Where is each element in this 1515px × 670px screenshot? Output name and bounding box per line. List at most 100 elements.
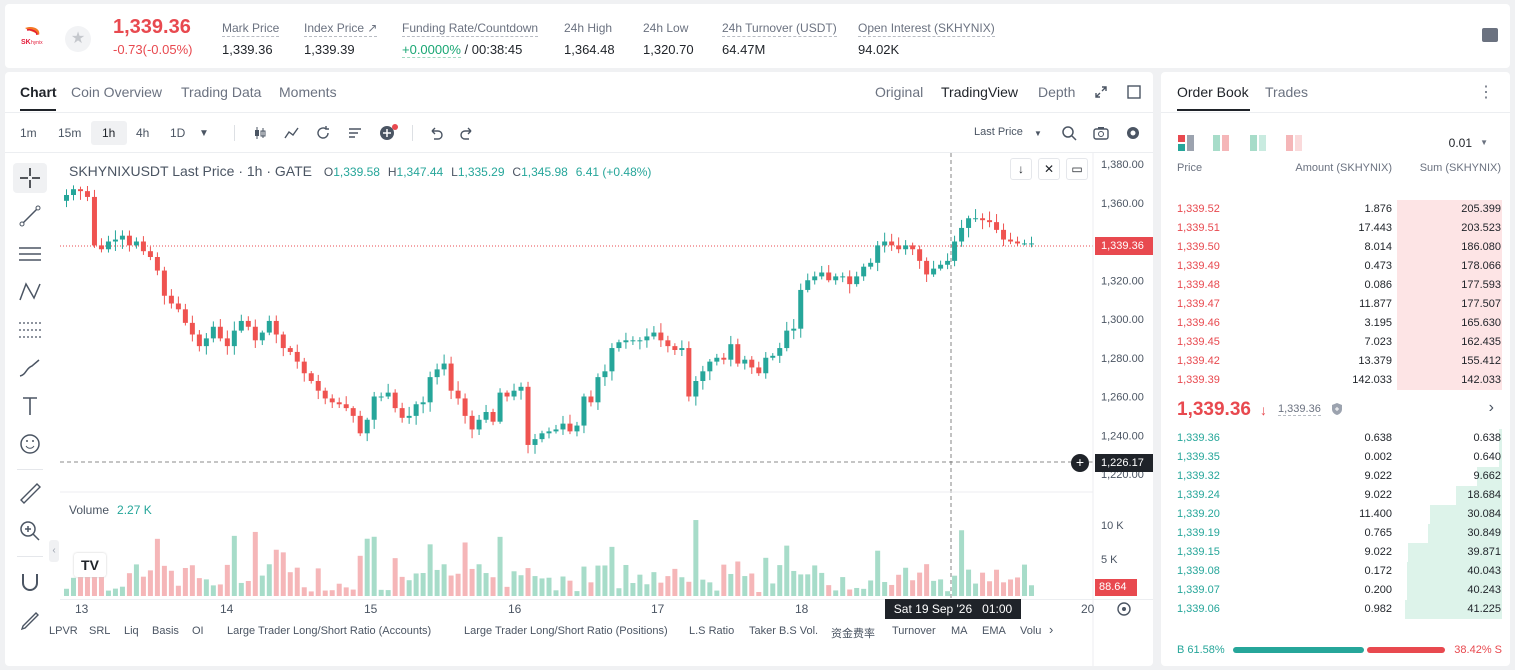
bid-row[interactable]: 1,339.36 0.638 0.638 bbox=[1161, 429, 1510, 448]
ask-row[interactable]: 1,339.45 7.023 162.435 bbox=[1161, 333, 1510, 352]
precision-select[interactable]: 0.01 bbox=[1448, 136, 1472, 150]
ind-srl[interactable]: SRL bbox=[89, 625, 111, 637]
more-icon[interactable]: ⋮ bbox=[1478, 84, 1494, 101]
candles-icon[interactable] bbox=[253, 125, 269, 141]
chevron-right-icon[interactable]: › bbox=[1049, 622, 1054, 637]
view-asks-icon[interactable] bbox=[1250, 135, 1268, 151]
replay-icon[interactable] bbox=[315, 125, 331, 141]
ask-row[interactable]: 1,339.47 11.877 177.507 bbox=[1161, 295, 1510, 314]
ask-row[interactable]: 1,339.42 13.379 155.412 bbox=[1161, 352, 1510, 371]
bid-row[interactable]: 1,339.19 0.765 30.849 bbox=[1161, 524, 1510, 543]
book-icon[interactable] bbox=[1482, 28, 1498, 42]
ind-lpvr[interactable]: LPVR bbox=[49, 625, 78, 637]
chevron-down-icon[interactable]: ▼ bbox=[199, 128, 209, 139]
emoji-icon[interactable] bbox=[13, 429, 47, 459]
view-depth[interactable]: Depth bbox=[1038, 84, 1076, 100]
ask-row[interactable]: 1,339.49 0.473 178.066 bbox=[1161, 257, 1510, 276]
gear-icon[interactable] bbox=[1125, 125, 1141, 141]
scroll-down-icon[interactable]: ↓ bbox=[1010, 158, 1032, 180]
horizontal-lines-icon[interactable] bbox=[13, 239, 47, 269]
ind-taker-vol[interactable]: Taker B.S Vol. bbox=[749, 625, 819, 637]
ask-row[interactable]: 1,339.39 142.033 142.033 bbox=[1161, 371, 1510, 390]
redo-icon[interactable] bbox=[459, 125, 475, 141]
bid-row[interactable]: 1,339.08 0.172 40.043 bbox=[1161, 562, 1510, 581]
ind-basis[interactable]: Basis bbox=[152, 625, 179, 637]
indicators-icon[interactable] bbox=[284, 125, 300, 141]
collapse-toolbar-button[interactable]: ‹ bbox=[49, 540, 59, 562]
ind-ls-positions[interactable]: Large Trader Long/Short Ratio (Positions… bbox=[464, 625, 668, 637]
tf-4h[interactable]: 4h bbox=[136, 126, 150, 140]
mark-price[interactable]: 1,339.36 bbox=[1278, 403, 1321, 416]
candle-body bbox=[462, 398, 468, 416]
ask-row[interactable]: 1,339.52 1.876 205.399 bbox=[1161, 200, 1510, 219]
bid-row[interactable]: 1,339.06 0.982 41.225 bbox=[1161, 600, 1510, 619]
ind-ls-accounts[interactable]: Large Trader Long/Short Ratio (Accounts) bbox=[227, 625, 432, 637]
candle-body bbox=[777, 348, 783, 356]
candlestick-chart[interactable]: 1,380.001,360.001,340.001,320.001,300.00… bbox=[5, 72, 1153, 666]
text-tool-icon[interactable] bbox=[13, 391, 47, 421]
ask-row[interactable]: 1,339.51 17.443 203.523 bbox=[1161, 219, 1510, 238]
templates-icon[interactable] bbox=[347, 125, 363, 141]
ask-row[interactable]: 1,339.46 3.195 165.630 bbox=[1161, 314, 1510, 333]
depth-bar bbox=[1397, 371, 1502, 390]
volume-bar bbox=[819, 572, 825, 596]
crosshair-tool-icon[interactable] bbox=[13, 163, 47, 193]
price-source-select[interactable]: Last Price bbox=[974, 126, 1023, 138]
view-tradingview[interactable]: TradingView bbox=[941, 84, 1019, 100]
chevron-down-icon[interactable]: ▼ bbox=[1480, 138, 1488, 147]
tf-15m[interactable]: 15m bbox=[58, 126, 82, 140]
magnet-icon[interactable] bbox=[13, 568, 47, 598]
brush-icon[interactable] bbox=[13, 353, 47, 383]
tf-1d[interactable]: 1D bbox=[170, 126, 186, 140]
ind-volume[interactable]: Volu bbox=[1020, 625, 1042, 637]
favorite-star-icon[interactable]: ★ bbox=[65, 26, 91, 52]
volume-bar bbox=[175, 585, 181, 596]
bid-row[interactable]: 1,339.24 9.022 18.684 bbox=[1161, 486, 1510, 505]
ind-ema[interactable]: EMA bbox=[982, 625, 1006, 637]
bid-row[interactable]: 1,339.15 9.022 39.871 bbox=[1161, 543, 1510, 562]
undo-icon[interactable] bbox=[428, 125, 444, 141]
axis-settings-icon[interactable] bbox=[1116, 601, 1132, 617]
chevron-down-icon[interactable]: ▼ bbox=[1034, 129, 1042, 138]
tab-moments[interactable]: Moments bbox=[279, 84, 337, 100]
expand-icon[interactable] bbox=[1094, 85, 1108, 99]
tab-chart[interactable]: Chart bbox=[20, 84, 57, 100]
tf-1h[interactable]: 1h bbox=[102, 126, 116, 140]
pencil-icon[interactable] bbox=[13, 606, 47, 636]
tradingview-logo[interactable]: TV bbox=[74, 553, 106, 577]
ask-row[interactable]: 1,339.48 0.086 177.593 bbox=[1161, 276, 1510, 295]
window-icon[interactable] bbox=[1127, 85, 1141, 99]
camera-icon[interactable] bbox=[1093, 125, 1109, 141]
zoom-in-icon[interactable] bbox=[13, 516, 47, 546]
ind-ma[interactable]: MA bbox=[951, 625, 968, 637]
maximize-icon[interactable]: ▭ bbox=[1066, 158, 1088, 180]
view-bids-icon[interactable] bbox=[1213, 135, 1231, 151]
ind-ls-ratio[interactable]: L.S Ratio bbox=[689, 625, 735, 637]
pattern-icon[interactable] bbox=[13, 277, 47, 307]
tab-order-book[interactable]: Order Book bbox=[1177, 84, 1249, 100]
bid-row[interactable]: 1,339.07 0.200 40.243 bbox=[1161, 581, 1510, 600]
ind-oi[interactable]: OI bbox=[192, 625, 204, 637]
view-sells-icon[interactable] bbox=[1286, 135, 1304, 151]
bid-row[interactable]: 1,339.20 11.400 30.084 bbox=[1161, 505, 1510, 524]
ind-funding-rate[interactable]: 资金费率 bbox=[831, 628, 875, 640]
tf-1m[interactable]: 1m bbox=[20, 126, 37, 140]
trend-line-icon[interactable] bbox=[13, 201, 47, 231]
candle-body bbox=[973, 218, 979, 220]
ask-row[interactable]: 1,339.50 8.014 186.080 bbox=[1161, 238, 1510, 257]
bid-row[interactable]: 1,339.32 9.022 9.662 bbox=[1161, 467, 1510, 486]
add-indicator-icon[interactable] bbox=[379, 124, 399, 142]
view-original[interactable]: Original bbox=[875, 84, 924, 100]
view-both-icon[interactable] bbox=[1178, 135, 1196, 151]
ruler-icon[interactable] bbox=[13, 478, 47, 508]
tab-trading-data[interactable]: Trading Data bbox=[181, 84, 262, 100]
search-icon[interactable] bbox=[1061, 125, 1077, 141]
chevron-right-icon[interactable]: › bbox=[1488, 399, 1494, 416]
collapse-icon[interactable]: ✕ bbox=[1038, 158, 1060, 180]
ind-turnover[interactable]: Turnover bbox=[892, 625, 936, 637]
add-alert-icon[interactable]: + bbox=[1071, 454, 1089, 472]
ind-liq[interactable]: Liq bbox=[124, 625, 139, 637]
tab-coin-overview[interactable]: Coin Overview bbox=[71, 84, 163, 100]
bid-row[interactable]: 1,339.35 0.002 0.640 bbox=[1161, 448, 1510, 467]
tab-trades[interactable]: Trades bbox=[1265, 84, 1309, 100]
